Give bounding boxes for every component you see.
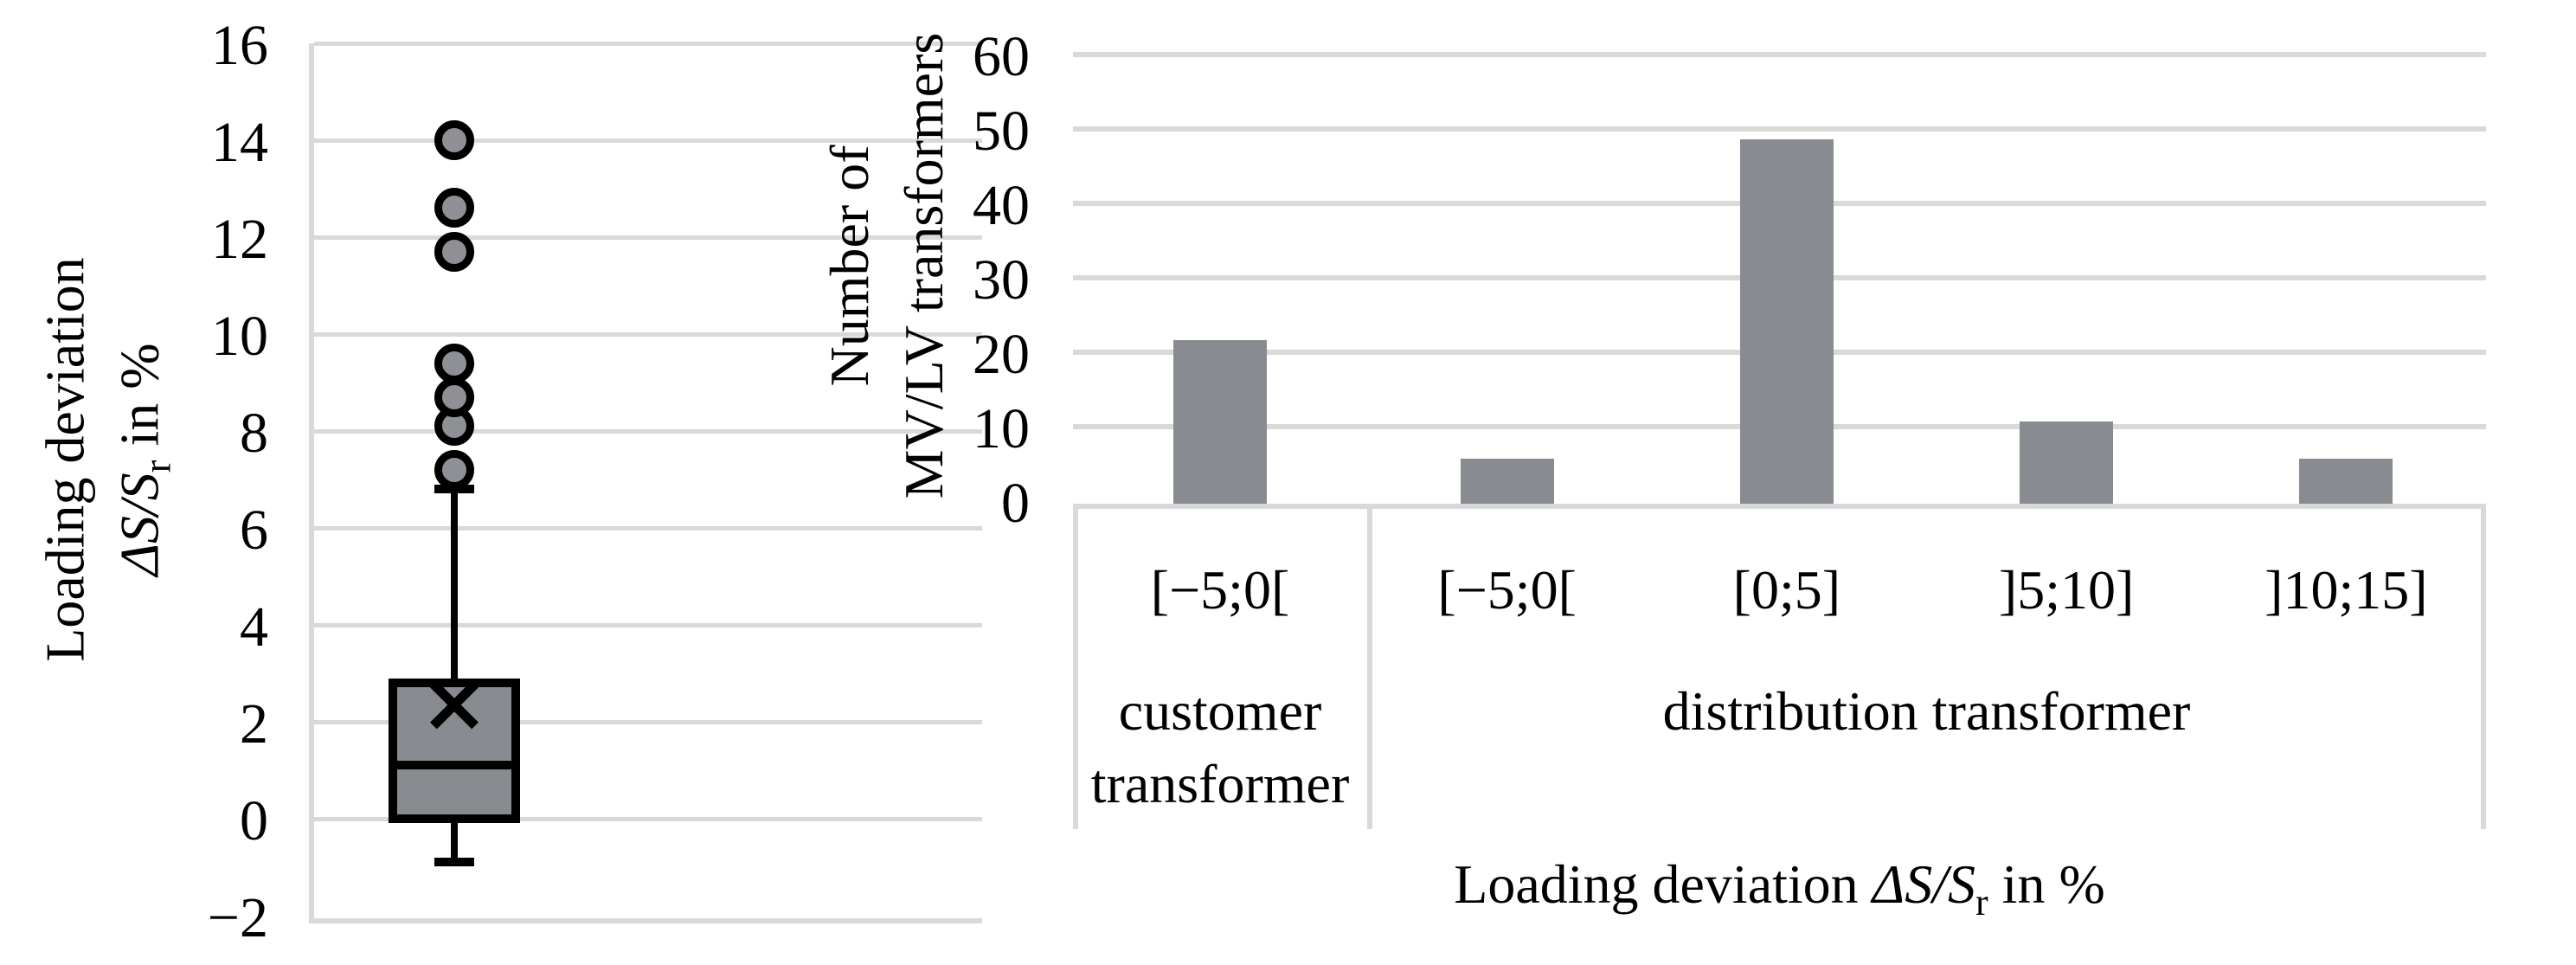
bar <box>1173 339 1267 504</box>
y-tick-label: 30 <box>973 248 1030 312</box>
y-tick-label: 50 <box>973 100 1030 163</box>
gridline <box>314 42 982 46</box>
upper-whisker <box>451 489 458 684</box>
group-label: customer transformer <box>1090 680 1350 814</box>
barchart-plot-area <box>1073 52 2486 509</box>
outlier-point <box>434 449 474 490</box>
y-tick-label: 10 <box>211 305 268 368</box>
y-tick-label: 2 <box>240 692 268 756</box>
gridline <box>1073 52 2486 57</box>
gridline <box>314 817 982 821</box>
gridline <box>314 429 982 434</box>
y-tick-label: 0 <box>240 789 268 852</box>
lower-whisker <box>451 819 458 863</box>
category-label: [−5;0[ <box>1437 559 1577 621</box>
y-tick-label: 10 <box>973 397 1030 460</box>
outlier-point <box>434 120 474 160</box>
y-tick-label: 16 <box>211 14 268 77</box>
bar <box>1460 459 1554 504</box>
category-label: [−5;0[ <box>1150 559 1290 621</box>
gridline <box>314 138 982 143</box>
barchart-x-axis-title: Loading deviation ΔS/Sr in % <box>1454 853 2105 923</box>
gridline <box>314 720 982 724</box>
lower-whisker-cap <box>434 858 474 867</box>
y-tick-label: 40 <box>973 174 1030 237</box>
box <box>389 679 520 823</box>
y-tick-label: 20 <box>973 323 1030 386</box>
y-tick-label: 14 <box>211 111 268 174</box>
barchart-category-axis: [−5;0[ [−5;0[ [0;5] ]5;10] ]10;15] customer t… <box>1073 504 2486 829</box>
median-line <box>389 761 520 770</box>
outlier-point <box>434 231 474 272</box>
boxplot-plot-area <box>309 42 982 923</box>
axis-border-line <box>2481 504 2486 829</box>
group-divider-line <box>1367 504 1372 829</box>
y-tick-label: 4 <box>240 595 268 659</box>
category-label: ]5;10] <box>1998 559 2135 621</box>
bar <box>2299 459 2393 504</box>
y-tick-label: 12 <box>211 208 268 271</box>
gridline <box>314 526 982 531</box>
outlier-point <box>434 188 474 228</box>
y-tick-label: 60 <box>973 25 1030 88</box>
y-tick-label: −2 <box>207 886 268 949</box>
outlier-point <box>434 376 474 417</box>
category-label: ]10;15] <box>2264 559 2428 621</box>
gridline <box>314 623 982 627</box>
y-tick-label: 6 <box>240 499 268 562</box>
y-tick-label: 8 <box>240 402 268 465</box>
y-tick-label: 0 <box>1001 472 1030 535</box>
gridline <box>314 332 982 337</box>
gridline <box>314 235 982 240</box>
bar <box>2020 421 2114 504</box>
gridline <box>1073 126 2486 132</box>
category-label: [0;5] <box>1732 559 1841 621</box>
mean-marker <box>427 677 482 732</box>
group-label: distribution transformer <box>1662 680 2191 742</box>
outlier-point <box>434 343 474 383</box>
axis-border-line <box>1073 504 1078 829</box>
bar <box>1739 138 1834 504</box>
